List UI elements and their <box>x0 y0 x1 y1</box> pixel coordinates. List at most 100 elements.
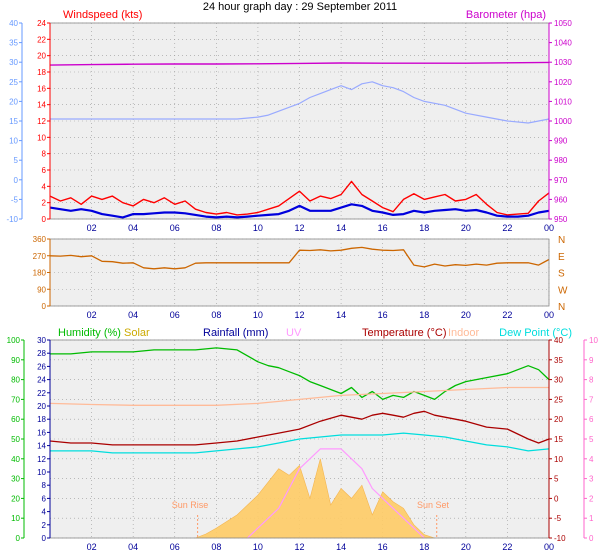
x-tick-label: 00 <box>544 223 554 233</box>
legend-rainfall: Rainfall (mm) <box>203 327 268 339</box>
rainfall-axis-tick-label: 22 <box>37 389 46 398</box>
temp-scale-axis-tick-label: -5 <box>11 195 19 204</box>
data-series <box>49 61 550 539</box>
temperature-axis-tick-label: -5 <box>554 514 562 523</box>
temperature-axis-tick-label: 30 <box>554 376 563 385</box>
uv-axis-tick-label: 9 <box>589 356 594 365</box>
barometer-axis-tick-label: 1030 <box>554 58 572 67</box>
labels: 24 hour graph day : 29 September 2011 Wi… <box>6 1 598 552</box>
rainfall-axis-tick-label: 2 <box>42 521 47 530</box>
barometer-axis-tick-label: 960 <box>554 195 568 204</box>
rainfall-axis-tick-label: 12 <box>37 455 46 464</box>
uv-axis-tick-label: 3 <box>589 475 594 484</box>
humidity-axis-tick-label: 70 <box>11 395 20 404</box>
rainfall-axis-tick-label: 26 <box>37 362 46 371</box>
indoor-series <box>49 386 549 406</box>
rainfall-axis-tick-label: 20 <box>37 402 46 411</box>
windspeed-axis-tick-label: 12 <box>37 117 46 126</box>
rainfall-axis-tick-label: 24 <box>37 376 46 385</box>
humidity-axis-tick-label: 90 <box>11 356 20 365</box>
x-tick-label: 22 <box>502 223 512 233</box>
barometer-axis-tick-label: 1000 <box>554 117 572 126</box>
x-tick-label: 20 <box>461 223 471 233</box>
temp-scale-axis-tick-label: 5 <box>14 156 19 165</box>
x-tick-label: 18 <box>419 542 429 552</box>
temperature-axis-tick-label: 25 <box>554 395 563 404</box>
x-tick-label: 22 <box>502 542 512 552</box>
rainfall-axis-tick-label: 8 <box>42 481 47 490</box>
barometer-axis-tick-label: 950 <box>554 215 568 224</box>
direction-axis-tick-label: 0 <box>42 302 47 311</box>
x-tick-label: 12 <box>294 223 304 233</box>
x-tick-label: 14 <box>336 310 346 320</box>
uv-axis-tick-label: 10 <box>589 336 598 345</box>
axes <box>19 22 587 539</box>
barometer-axis-tick-label: 1020 <box>554 78 572 87</box>
x-tick-label: 16 <box>378 542 388 552</box>
rainfall-axis-tick-label: 10 <box>37 468 46 477</box>
barometer-axis-tick-label: 990 <box>554 137 568 146</box>
x-tick-label: 10 <box>253 542 263 552</box>
windspeed-axis-tick-label: 22 <box>37 35 46 44</box>
x-tick-label: 20 <box>461 310 471 320</box>
x-tick-label: 08 <box>211 542 221 552</box>
x-tick-label: 06 <box>170 310 180 320</box>
barometer-axis-tick-label: 1050 <box>554 19 572 28</box>
compass-label: S <box>558 269 565 280</box>
x-tick-label: 14 <box>336 223 346 233</box>
legend-uv: UV <box>286 327 302 339</box>
uv-axis-tick-label: 0 <box>589 534 594 543</box>
uv-axis-tick-label: 2 <box>589 494 594 503</box>
compass-label: N <box>558 302 565 313</box>
x-tick-label: 04 <box>128 310 138 320</box>
uv-axis-tick-label: 8 <box>589 376 594 385</box>
uv-axis-tick-label: 4 <box>589 455 594 464</box>
windspeed-axis-tick-label: 18 <box>37 68 46 77</box>
windspeed-axis-tick-label: 20 <box>37 52 46 61</box>
windspeed_avg-series <box>49 203 550 219</box>
x-tick-label: 00 <box>544 542 554 552</box>
sunset-label: Sun Set <box>417 500 450 510</box>
x-tick-label: 02 <box>87 542 97 552</box>
legend-indoor: Indoor <box>448 327 480 339</box>
direction-axis-tick-label: 90 <box>37 285 46 294</box>
legend-temperature: Temperature (°C) <box>362 327 446 339</box>
barometer-series <box>49 61 550 66</box>
barometer-axis-tick-label: 980 <box>554 156 568 165</box>
x-tick-label: 14 <box>336 542 346 552</box>
windspeed-axis-tick-label: 8 <box>42 150 47 159</box>
x-tick-label: 18 <box>419 223 429 233</box>
legend-barometer: Barometer (hpa) <box>466 9 546 21</box>
legend-dewpoint: Dew Point (°C) <box>499 327 572 339</box>
temperature-series <box>50 81 550 124</box>
windspeed-axis-tick-label: 16 <box>37 84 46 93</box>
x-tick-label: 10 <box>253 223 263 233</box>
rainfall-axis-tick-label: 18 <box>37 415 46 424</box>
x-tick-label: 06 <box>170 223 180 233</box>
x-tick-label: 22 <box>502 310 512 320</box>
temp-scale-axis-tick-label: 10 <box>9 137 18 146</box>
windspeed-axis-tick-label: 6 <box>42 166 47 175</box>
uv-axis-tick-label: 5 <box>589 435 594 444</box>
humidity-axis-tick-label: 10 <box>11 514 20 523</box>
x-tick-label: 12 <box>294 310 304 320</box>
windspeed-axis-tick-label: 4 <box>42 182 47 191</box>
humidity-axis-tick-label: 60 <box>11 415 20 424</box>
direction-axis-tick-label: 180 <box>33 269 47 278</box>
rainfall-axis-tick-label: 4 <box>42 508 47 517</box>
x-tick-label: 04 <box>128 223 138 233</box>
legend-solar: Solar <box>124 327 150 339</box>
humidity-axis-tick-label: 40 <box>11 455 20 464</box>
windspeed-axis-tick-label: 0 <box>42 215 47 224</box>
solar-area <box>195 458 435 539</box>
x-tick-label: 02 <box>87 223 97 233</box>
temp-scale-axis-tick-label: 15 <box>9 117 18 126</box>
temp-scale-axis-tick-label: 20 <box>9 97 18 106</box>
temp-scale-axis-tick-label: 30 <box>9 58 18 67</box>
x-tick-label: 06 <box>170 542 180 552</box>
uv-axis-tick-label: 7 <box>589 395 594 404</box>
direction-axis-tick-label: 360 <box>33 235 47 244</box>
compass-label: N <box>558 235 565 246</box>
windspeed-axis-tick-label: 14 <box>37 101 46 110</box>
